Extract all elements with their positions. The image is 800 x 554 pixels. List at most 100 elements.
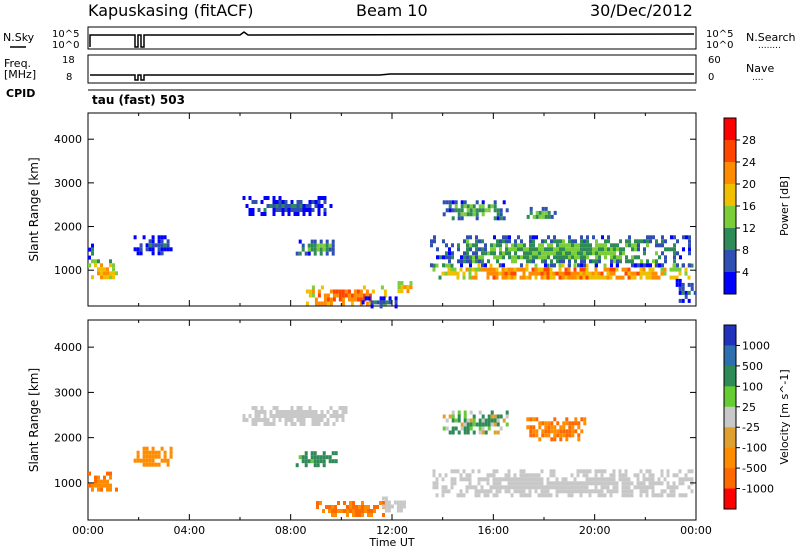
data-cell: [493, 251, 496, 256]
data-cell: [457, 212, 461, 217]
data-cell: [571, 243, 574, 248]
data-cell: [335, 293, 339, 298]
data-cell: [284, 422, 288, 426]
data-cell: [603, 485, 607, 490]
data-cell: [368, 293, 372, 298]
colorbar-frame: [723, 324, 737, 510]
data-cell: [115, 487, 118, 492]
data-cell: [472, 422, 476, 427]
nsearch-tick-bottom: 10^0: [706, 40, 733, 51]
data-cell: [681, 282, 685, 287]
data-cell: [553, 247, 556, 252]
data-cell: [555, 271, 559, 276]
data-cell: [637, 239, 640, 244]
data-cell: [298, 455, 302, 460]
data-cell: [600, 275, 604, 280]
data-cell: [331, 451, 335, 456]
colorbar-swatch: [724, 206, 736, 229]
data-cell: [615, 489, 619, 494]
data-cell: [528, 477, 532, 482]
data-cell: [450, 267, 454, 272]
data-cell: [436, 247, 439, 252]
data-cell: [91, 247, 94, 252]
data-cell: [474, 271, 478, 276]
data-cell: [313, 455, 317, 460]
data-cell: [661, 235, 664, 240]
data-cell: [498, 477, 502, 482]
data-cell: [323, 293, 327, 298]
data-cell: [576, 271, 580, 276]
data-cell: [663, 477, 667, 482]
data-cell: [562, 259, 565, 264]
data-cell: [448, 255, 451, 260]
data-cell: [507, 481, 511, 486]
data-cell: [550, 425, 554, 430]
data-cell: [549, 469, 553, 474]
data-cell: [151, 251, 155, 256]
data-cell: [472, 251, 475, 256]
data-cell: [568, 243, 571, 248]
data-cell: [106, 271, 109, 276]
data-cell: [319, 459, 323, 464]
data-cell: [651, 493, 655, 498]
data-cell: [278, 208, 282, 212]
data-cell: [693, 290, 697, 295]
data-cell: [460, 426, 464, 431]
nave-dots: ....: [752, 73, 763, 83]
data-cell: [310, 239, 314, 244]
data-cell: [627, 485, 631, 490]
data-cell: [619, 247, 622, 252]
data-cell: [673, 251, 676, 256]
data-cell: [295, 251, 299, 256]
data-cell: [490, 251, 493, 256]
data-cell: [495, 469, 499, 474]
data-cell: [673, 255, 676, 260]
data-cell: [633, 271, 637, 276]
data-cell: [331, 243, 335, 248]
data-cell: [651, 481, 655, 486]
data-cell: [352, 501, 355, 505]
data-cell: [275, 406, 279, 410]
data-cell: [522, 489, 526, 494]
data-cell: [310, 451, 314, 456]
data-cell: [612, 473, 616, 478]
data-cell: [537, 473, 541, 478]
data-cell: [639, 485, 643, 490]
data-cell: [639, 489, 643, 494]
data-cell: [630, 481, 634, 486]
data-cell: [302, 410, 306, 414]
data-cell: [529, 425, 533, 430]
data-cell: [625, 243, 628, 248]
data-cell: [272, 208, 276, 212]
data-cell: [610, 259, 613, 264]
data-cell: [251, 208, 255, 212]
data-cell: [502, 216, 506, 221]
data-cell: [493, 418, 497, 423]
data-cell: [613, 251, 616, 256]
data-cell: [350, 297, 354, 302]
data-cell: [338, 289, 342, 294]
data-cell: [448, 430, 452, 435]
data-cell: [287, 418, 291, 422]
data-cell: [621, 275, 625, 280]
data-cell: [444, 271, 448, 276]
x-axis-label: Time UT: [368, 536, 414, 549]
freq-tick-bottom: 8: [66, 72, 72, 83]
data-cell: [352, 513, 355, 517]
data-cell: [313, 251, 317, 256]
data-cell: [546, 489, 550, 494]
data-cell: [573, 485, 577, 490]
data-cell: [510, 267, 514, 272]
data-cell: [344, 293, 348, 298]
data-cell: [88, 471, 91, 476]
colorbar-swatch: [724, 162, 736, 185]
colorbar-label: Power [dB]: [778, 176, 791, 236]
colorbar-tick-label: 4: [742, 266, 749, 279]
data-cell: [592, 251, 595, 256]
data-cell: [106, 275, 109, 280]
data-cell: [663, 489, 667, 494]
data-cell: [637, 243, 640, 248]
data-cell: [552, 485, 556, 490]
data-cell: [645, 275, 649, 280]
data-cell: [568, 239, 571, 244]
